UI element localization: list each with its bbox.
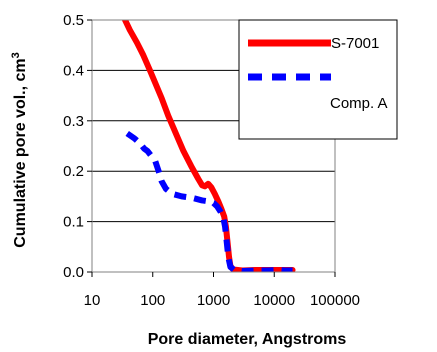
- x-tick-label: 1000: [197, 292, 230, 309]
- y-axis-ticks: 0.0 0.1 0.2 0.3 0.4 0.5: [63, 12, 92, 281]
- x-tick-label: 10000: [253, 292, 295, 309]
- y-tick-label: 0.0: [63, 264, 84, 281]
- y-axis-title: Cumulative pore vol., cm3: [10, 52, 29, 248]
- x-axis-title: Pore diameter, Angstroms: [148, 331, 347, 348]
- series-line-comp-a: [125, 130, 293, 272]
- plot-series: [122, 20, 296, 272]
- y-axis-label: Cumulative pore vol., cm3: [10, 52, 29, 248]
- x-tick-label: 10: [84, 292, 101, 309]
- y-axis-label-main: Cumulative pore vol., cm: [12, 58, 29, 247]
- legend-label-s7001: S-7001: [331, 35, 379, 52]
- y-tick-label: 0.3: [63, 113, 84, 130]
- legend: S-7001 Comp. A: [238, 19, 398, 140]
- y-tick-label: 0.4: [63, 62, 84, 79]
- y-tick-label: 0.1: [63, 214, 84, 231]
- x-axis-label: Pore diameter, Angstroms: [148, 331, 347, 348]
- x-tick-label: 100000: [310, 292, 360, 309]
- y-tick-label: 0.5: [63, 12, 84, 29]
- x-axis-ticks: 10 100 1000 10000 100000: [84, 272, 360, 309]
- x-tick-label: 100: [140, 292, 165, 309]
- series-line-s7001: [122, 20, 296, 272]
- y-axis-label-superscript: 3: [10, 52, 22, 58]
- y-tick-label: 0.2: [63, 163, 84, 180]
- legend-label-comp-a: Comp. A: [330, 95, 388, 112]
